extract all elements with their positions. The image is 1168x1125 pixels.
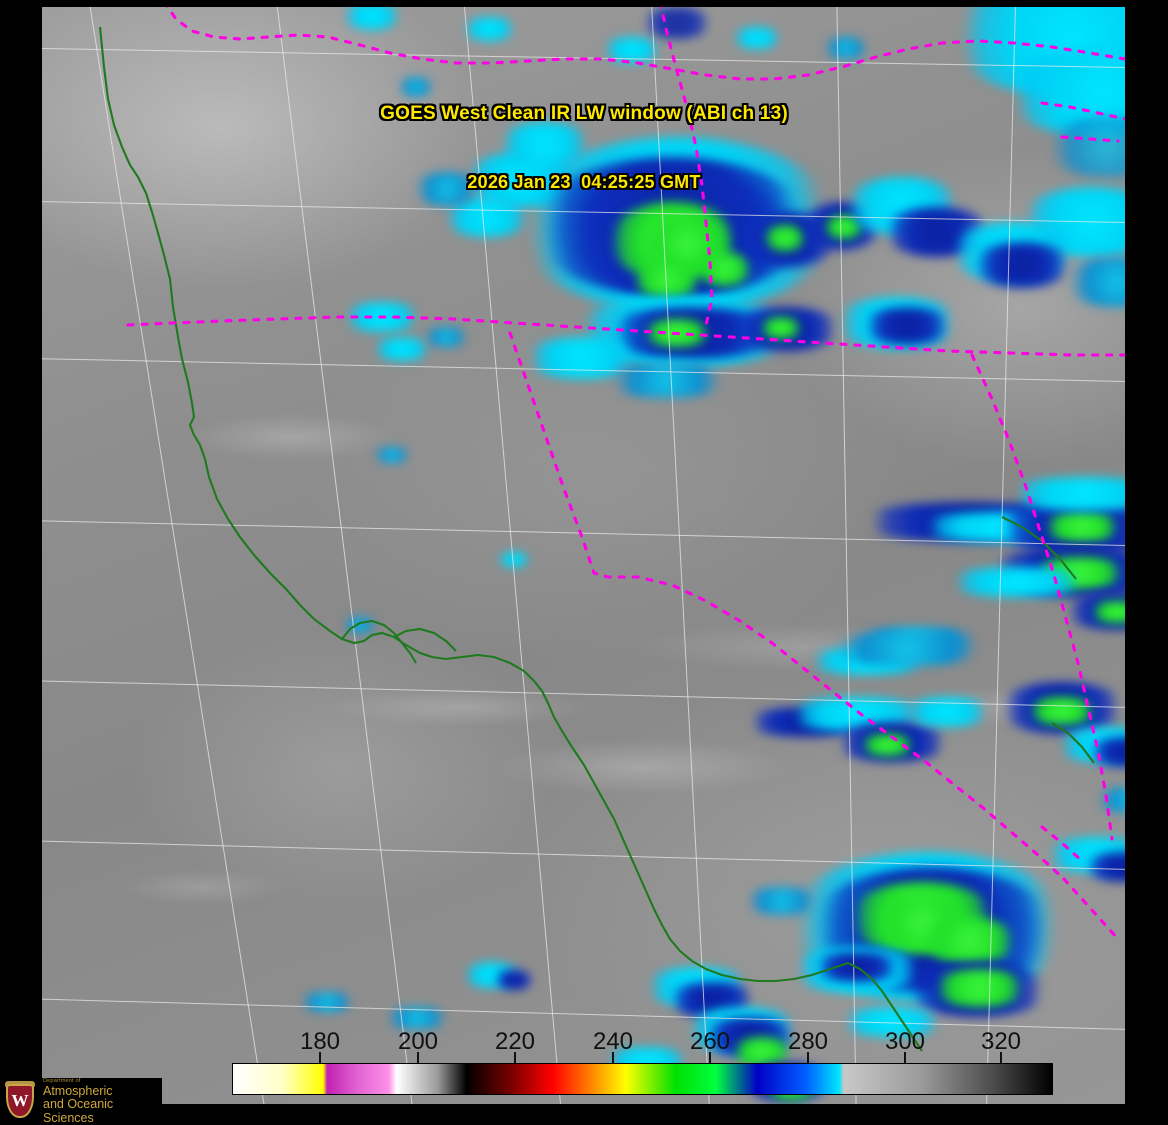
- colorbar-tickmark-180: [319, 1052, 321, 1063]
- colorbar-tick-280: 280: [787, 1028, 829, 1055]
- crest-letter: W: [11, 1091, 29, 1110]
- colorbar-tickmark-220: [514, 1052, 516, 1063]
- colorbar-tick-labels: 180 200 220 240 260 280 300 320: [0, 1029, 1168, 1059]
- logo-text: Department of Atmospheric and Oceanic Sc…: [43, 1078, 162, 1125]
- frame-left: [0, 0, 42, 1125]
- logo-dept-label: Department of: [43, 1077, 81, 1084]
- satellite-image-canvas[interactable]: [42, 7, 1125, 1104]
- colorbar-tickmark-300: [904, 1052, 906, 1063]
- geography-overlay: [42, 7, 1125, 1104]
- logo-line-2: and Oceanic Sciences: [43, 1097, 114, 1125]
- colorbar-tick-240: 240: [592, 1028, 634, 1055]
- colorbar-tickmark-200: [417, 1052, 419, 1063]
- colorbar-tick-320: 320: [980, 1028, 1022, 1055]
- uw-aos-logo: W Department of Atmospheric and Oceanic …: [0, 1078, 162, 1125]
- frame-bottom: [0, 1104, 1168, 1125]
- colorbar-gradient: [232, 1063, 1053, 1095]
- colorbar-tickmark-260: [709, 1052, 711, 1063]
- colorbar-tick-220: 220: [494, 1028, 536, 1055]
- colorbar-tickmark-240: [612, 1052, 614, 1063]
- uw-crest-icon: W: [2, 1080, 38, 1123]
- frame-right: [1125, 0, 1168, 1125]
- colorbar-tick-300: 300: [884, 1028, 926, 1055]
- colorbar-tickmark-280: [807, 1052, 809, 1063]
- frame-top: [0, 0, 1168, 7]
- logo-line-1: Atmospheric: [43, 1083, 113, 1098]
- colorbar-tick-180: 180: [299, 1028, 341, 1055]
- colorbar-tickmark-320: [1000, 1052, 1002, 1063]
- colorbar[interactable]: [232, 1063, 1053, 1095]
- colorbar-tick-200: 200: [397, 1028, 439, 1055]
- colorbar-tick-260: 260: [689, 1028, 731, 1055]
- crest-shield: W: [6, 1083, 34, 1118]
